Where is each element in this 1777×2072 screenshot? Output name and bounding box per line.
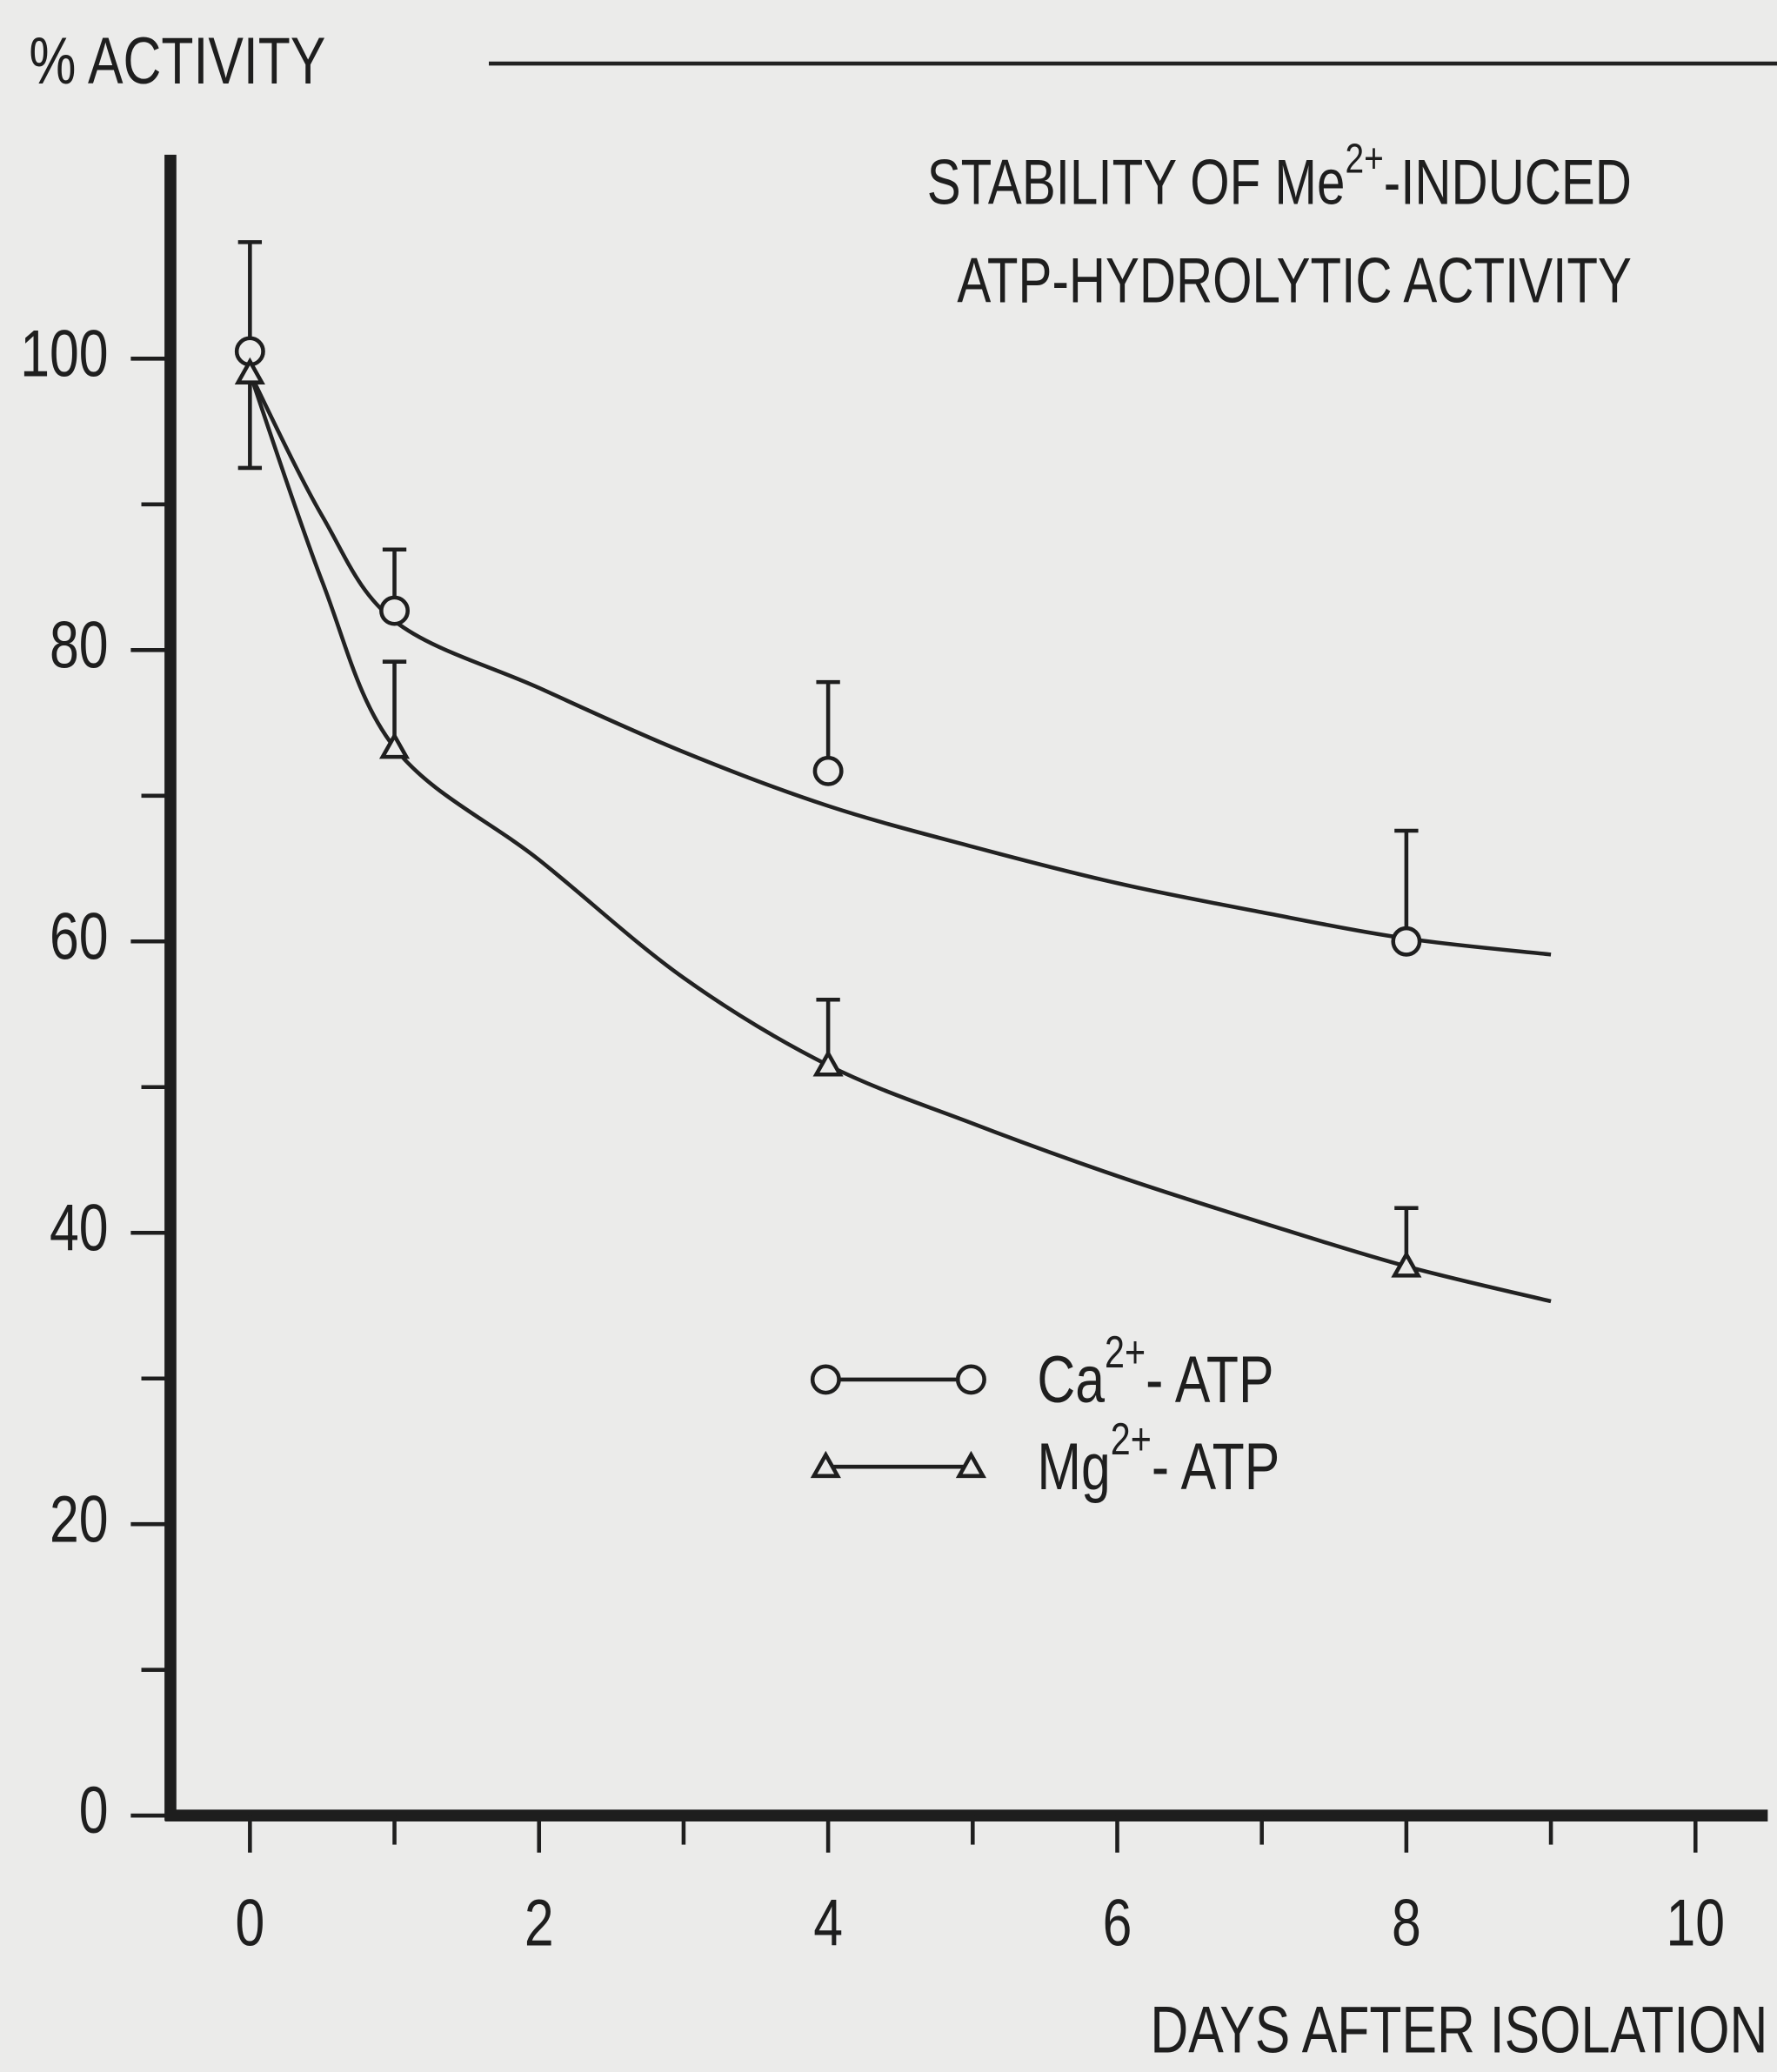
x-tick-label: 4 <box>813 1886 843 1960</box>
chart-title: STABILITY OF Me2+-INDUCED <box>927 135 1632 217</box>
y-tick-label: 20 <box>50 1482 109 1556</box>
title-text: STABILITY OF Me <box>927 147 1346 218</box>
x-tick-label: 6 <box>1103 1886 1132 1960</box>
x-tick-label: 8 <box>1392 1886 1421 1960</box>
marker <box>1391 926 1422 957</box>
y-tick-label: 40 <box>50 1191 109 1265</box>
x-tick-label: 0 <box>235 1886 264 1960</box>
y-axis-label: % ACTIVITY <box>29 24 325 98</box>
x-tick-label: 10 <box>1666 1886 1725 1960</box>
legend-label: Ca2+- ATP <box>1037 1327 1273 1417</box>
legend-text: Ca <box>1037 1343 1105 1417</box>
marker <box>378 732 411 759</box>
legend-marker <box>955 1364 986 1395</box>
x-axis-label: DAYS AFTER ISOLATION <box>1150 1993 1767 2067</box>
x-tick-label: 2 <box>524 1886 554 1960</box>
marker <box>812 1049 844 1077</box>
marker <box>234 357 265 384</box>
y-tick-label: 60 <box>50 899 109 973</box>
legend-text: - ATP <box>1152 1430 1279 1504</box>
y-tick-label: 0 <box>79 1774 109 1848</box>
legend-text: Mg <box>1037 1430 1110 1504</box>
legend-marker <box>810 1364 841 1395</box>
legend-text: - ATP <box>1146 1343 1273 1417</box>
marker <box>1391 1250 1422 1278</box>
y-tick-label: 100 <box>20 317 108 391</box>
legend-marker <box>810 1450 841 1479</box>
chart-title: ATP-HYDROLYTIC ACTIVITY <box>957 244 1632 316</box>
legend-marker <box>955 1450 987 1479</box>
y-tick-label: 80 <box>50 608 109 682</box>
fit-curve <box>248 372 1552 957</box>
title-sup: 2+ <box>1345 135 1383 182</box>
marker <box>812 755 844 786</box>
fit-curve <box>248 372 1552 1304</box>
legend-label: Mg2+- ATP <box>1037 1414 1279 1504</box>
title-text: -INDUCED <box>1384 147 1632 218</box>
marker <box>379 595 411 626</box>
legend-sup: 2+ <box>1111 1414 1152 1464</box>
legend-sup: 2+ <box>1105 1327 1146 1377</box>
